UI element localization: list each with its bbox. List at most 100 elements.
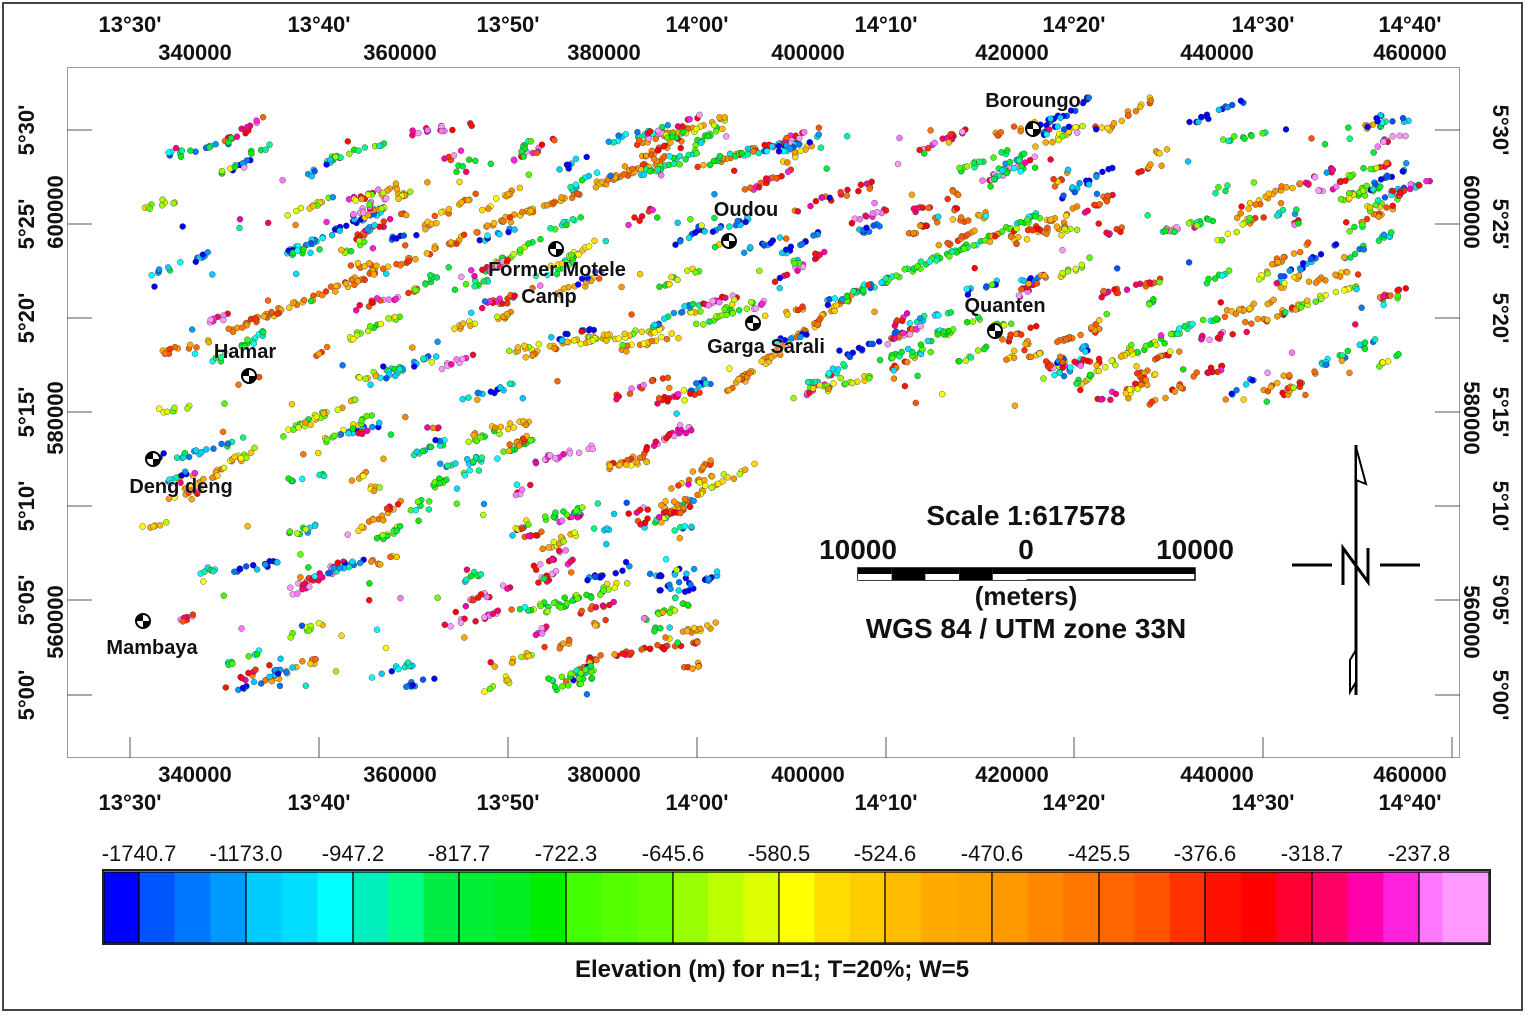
lineament-point xyxy=(722,294,729,301)
lineament-point xyxy=(229,328,237,336)
lineament-point xyxy=(855,187,862,195)
lineament-point xyxy=(1344,347,1352,355)
lineament-point xyxy=(505,190,512,198)
top-longitude-label: 14°10' xyxy=(854,12,918,37)
lineament-point xyxy=(684,627,691,635)
lineament-point xyxy=(1217,330,1225,338)
lineament-point xyxy=(390,234,397,242)
lineament-point xyxy=(545,544,552,551)
lineament-point xyxy=(308,240,315,247)
lineament-point xyxy=(315,350,323,357)
lineament-point xyxy=(515,442,523,449)
lineament-point xyxy=(322,288,330,295)
lineament-point xyxy=(1394,287,1401,294)
lineament-point xyxy=(698,222,705,229)
lineament-point xyxy=(666,152,673,160)
lineament-point xyxy=(170,199,177,207)
lineament-point xyxy=(856,216,864,223)
lineament-point xyxy=(777,351,784,358)
lineament-point xyxy=(681,303,688,310)
lineament-point xyxy=(1239,221,1246,228)
lineament-point xyxy=(684,267,691,274)
lineament-point xyxy=(312,656,319,663)
lineament-point xyxy=(443,476,450,483)
lineament-point xyxy=(829,365,837,372)
lineament-point xyxy=(475,467,483,474)
lineament-point xyxy=(361,144,369,151)
lineament-point xyxy=(306,583,313,590)
lineament-point xyxy=(912,399,919,407)
lineament-point xyxy=(863,224,870,232)
lineament-point xyxy=(1023,236,1031,243)
lineament-point xyxy=(212,354,220,361)
lineament-point xyxy=(487,388,494,395)
lineament-point xyxy=(857,181,865,189)
lineament-point xyxy=(364,226,371,234)
town-label-hamar: Hamar xyxy=(213,341,277,363)
top-easting-label: 380000 xyxy=(567,40,641,65)
lineament-point xyxy=(631,214,638,221)
lineament-point xyxy=(457,619,465,626)
lineament-point xyxy=(662,634,669,641)
left-latitude-label: 5°15' xyxy=(13,386,39,438)
lineament-point xyxy=(543,202,551,209)
lineament-point xyxy=(1371,336,1379,343)
lineament-point xyxy=(917,341,925,348)
lineament-point xyxy=(924,337,932,345)
lineament-point xyxy=(300,296,308,304)
lineament-point xyxy=(1076,179,1083,187)
lineament-point xyxy=(239,684,247,692)
lineament-point xyxy=(884,341,891,348)
lineament-point xyxy=(1343,269,1351,276)
lineament-point xyxy=(622,558,630,566)
colorbar-swatch xyxy=(388,872,425,943)
lineament-point xyxy=(561,594,568,601)
lineament-point xyxy=(675,587,682,594)
lineament-point xyxy=(1318,295,1325,302)
lineament-point xyxy=(979,177,986,184)
lineament-point xyxy=(532,566,540,573)
lineament-point xyxy=(434,594,441,601)
top-longitude-label: 14°20' xyxy=(1042,12,1106,37)
right-latitude-label: 5°05' xyxy=(1488,574,1514,626)
lineament-point xyxy=(249,562,257,569)
colorbar-tick-label: -580.5 xyxy=(747,841,811,866)
left-northing-label: 580000 xyxy=(42,381,68,455)
lineament-point xyxy=(701,477,708,484)
lineament-point xyxy=(673,566,680,574)
north-arrow-head xyxy=(1355,446,1368,486)
lineament-point xyxy=(597,652,604,659)
lineament-point xyxy=(655,572,663,580)
lineament-point xyxy=(947,131,954,138)
lineament-point xyxy=(651,321,658,329)
lineament-point xyxy=(397,262,404,269)
lineament-point xyxy=(1105,165,1112,173)
lineament-point xyxy=(676,535,683,542)
lineament-point xyxy=(736,470,743,478)
lineament-point xyxy=(583,691,591,698)
lineament-point xyxy=(1277,199,1285,207)
lineament-point xyxy=(661,315,668,322)
lineament-point xyxy=(402,242,409,249)
lineament-point xyxy=(611,651,618,658)
lineament-point xyxy=(719,125,726,133)
left-latitude-label: 5°20' xyxy=(13,292,39,344)
lineament-point xyxy=(1013,225,1020,232)
lineament-point xyxy=(575,251,582,258)
lineament-point xyxy=(345,563,353,571)
lineament-point xyxy=(481,614,488,621)
lineament-point xyxy=(620,170,628,178)
lineament-point xyxy=(462,281,470,288)
lineament-point xyxy=(1163,146,1171,153)
lineament-point xyxy=(459,355,466,363)
lineament-point xyxy=(605,138,612,145)
lineament-point xyxy=(578,177,586,184)
lineament-point xyxy=(1043,230,1050,238)
lineament-point xyxy=(1041,272,1048,279)
lineament-point xyxy=(801,129,808,136)
lineament-point xyxy=(538,630,546,637)
lineament-point xyxy=(976,212,983,219)
lineament-point xyxy=(504,425,512,433)
lineament-point xyxy=(773,175,780,182)
lineament-point xyxy=(621,330,628,337)
